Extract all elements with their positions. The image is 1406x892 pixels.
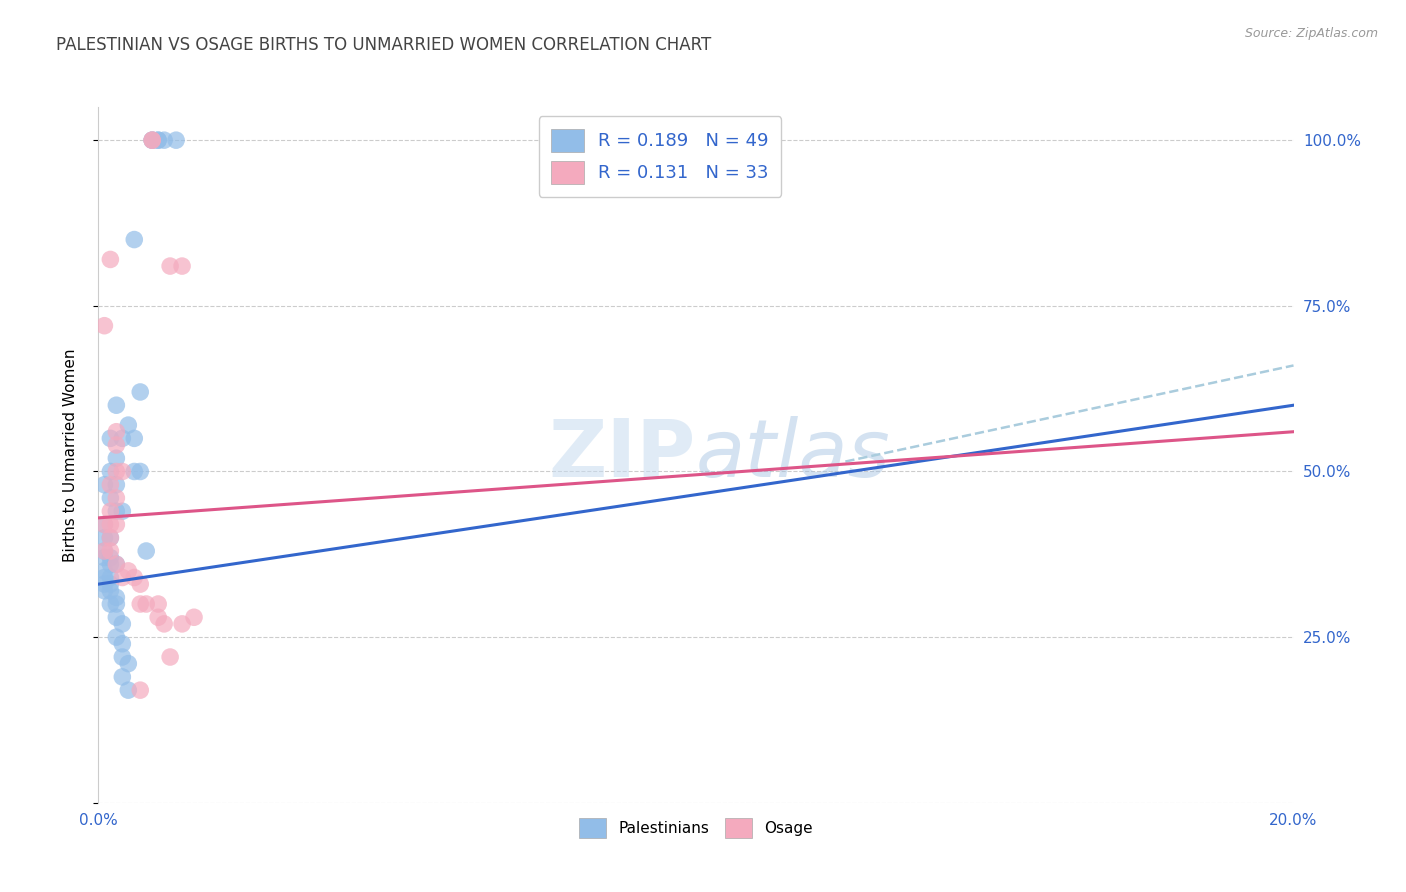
Legend: Palestinians, Osage: Palestinians, Osage	[572, 812, 820, 844]
Point	[98, 477, 122, 491]
Point	[141, 133, 163, 147]
Point	[93, 550, 115, 565]
Point	[93, 564, 115, 578]
Point	[172, 616, 194, 631]
Point	[172, 259, 194, 273]
Point	[153, 133, 176, 147]
Point	[117, 418, 139, 433]
Point	[111, 570, 134, 584]
Point	[105, 630, 128, 644]
Point	[141, 133, 163, 147]
Point	[105, 491, 128, 505]
Point	[98, 531, 122, 545]
Point	[98, 558, 122, 572]
Point	[111, 465, 134, 479]
Point	[124, 570, 146, 584]
Point	[159, 650, 181, 665]
Point	[93, 544, 115, 558]
Point	[98, 597, 122, 611]
Point	[148, 597, 170, 611]
Point	[148, 133, 170, 147]
Point	[98, 252, 122, 267]
Point	[135, 597, 157, 611]
Point	[98, 491, 122, 505]
Point	[105, 425, 128, 439]
Point	[129, 683, 152, 698]
Point	[117, 657, 139, 671]
Point	[98, 465, 122, 479]
Point	[98, 431, 122, 445]
Point	[105, 398, 128, 412]
Point	[93, 531, 115, 545]
Text: ZIP: ZIP	[548, 416, 696, 494]
Point	[93, 583, 115, 598]
Point	[129, 384, 152, 399]
Point	[105, 465, 128, 479]
Point	[93, 318, 115, 333]
Point	[93, 577, 115, 591]
Y-axis label: Births to Unmarried Women: Births to Unmarried Women	[63, 348, 77, 562]
Point	[105, 558, 128, 572]
Point	[105, 451, 128, 466]
Point	[111, 431, 134, 445]
Point	[98, 577, 122, 591]
Point	[111, 650, 134, 665]
Point	[98, 544, 122, 558]
Point	[124, 431, 146, 445]
Point	[111, 504, 134, 518]
Point	[93, 517, 115, 532]
Point	[105, 558, 128, 572]
Point	[117, 564, 139, 578]
Point	[124, 465, 146, 479]
Point	[93, 570, 115, 584]
Point	[148, 610, 170, 624]
Point	[129, 465, 152, 479]
Point	[98, 583, 122, 598]
Point	[135, 544, 157, 558]
Point	[98, 550, 122, 565]
Point	[105, 477, 128, 491]
Point	[105, 504, 128, 518]
Point	[148, 133, 170, 147]
Point	[159, 259, 181, 273]
Point	[105, 610, 128, 624]
Point	[98, 504, 122, 518]
Point	[141, 133, 163, 147]
Point	[105, 517, 128, 532]
Point	[165, 133, 187, 147]
Point	[98, 570, 122, 584]
Point	[98, 517, 122, 532]
Point	[129, 597, 152, 611]
Text: atlas: atlas	[696, 416, 891, 494]
Text: Source: ZipAtlas.com: Source: ZipAtlas.com	[1244, 27, 1378, 40]
Point	[183, 610, 205, 624]
Point	[124, 233, 146, 247]
Point	[153, 616, 176, 631]
Point	[105, 591, 128, 605]
Text: PALESTINIAN VS OSAGE BIRTHS TO UNMARRIED WOMEN CORRELATION CHART: PALESTINIAN VS OSAGE BIRTHS TO UNMARRIED…	[56, 36, 711, 54]
Point	[129, 577, 152, 591]
Point	[117, 683, 139, 698]
Point	[98, 531, 122, 545]
Point	[141, 133, 163, 147]
Point	[105, 597, 128, 611]
Point	[111, 637, 134, 651]
Point	[93, 544, 115, 558]
Point	[111, 616, 134, 631]
Point	[93, 477, 115, 491]
Point	[105, 438, 128, 452]
Point	[93, 517, 115, 532]
Point	[111, 670, 134, 684]
